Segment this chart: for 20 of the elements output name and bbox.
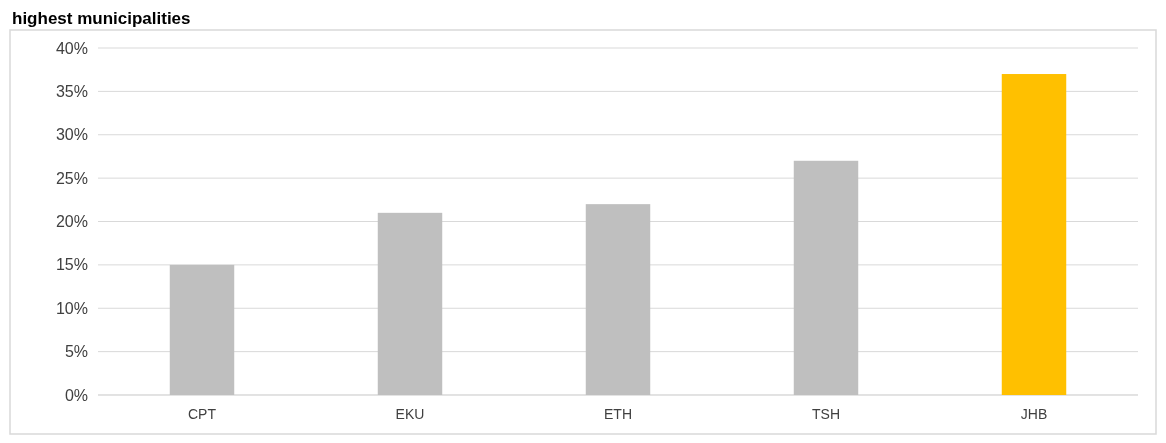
- x-tick-label: ETH: [604, 406, 632, 422]
- y-tick-label: 15%: [55, 256, 88, 274]
- bar: [377, 212, 443, 395]
- chart-title: highest municipalities: [12, 9, 191, 28]
- y-tick-label: 30%: [55, 126, 88, 144]
- x-tick-label: CPT: [188, 406, 217, 422]
- y-tick-label: 35%: [55, 82, 88, 100]
- y-tick-label: 40%: [55, 39, 88, 57]
- y-tick-label: 25%: [55, 169, 88, 187]
- bar: [169, 264, 235, 395]
- x-tick-label: EKU: [395, 406, 425, 422]
- y-tick-label: 10%: [55, 299, 88, 317]
- bar: [793, 160, 859, 395]
- x-tick-label: JHB: [1020, 406, 1048, 422]
- y-tick-label: 0%: [64, 386, 88, 404]
- y-tick-label: 5%: [64, 343, 88, 361]
- y-tick-label: 20%: [55, 213, 88, 231]
- x-tick-label: TSH: [812, 406, 840, 422]
- bar: [1001, 74, 1067, 395]
- bar: [585, 204, 651, 395]
